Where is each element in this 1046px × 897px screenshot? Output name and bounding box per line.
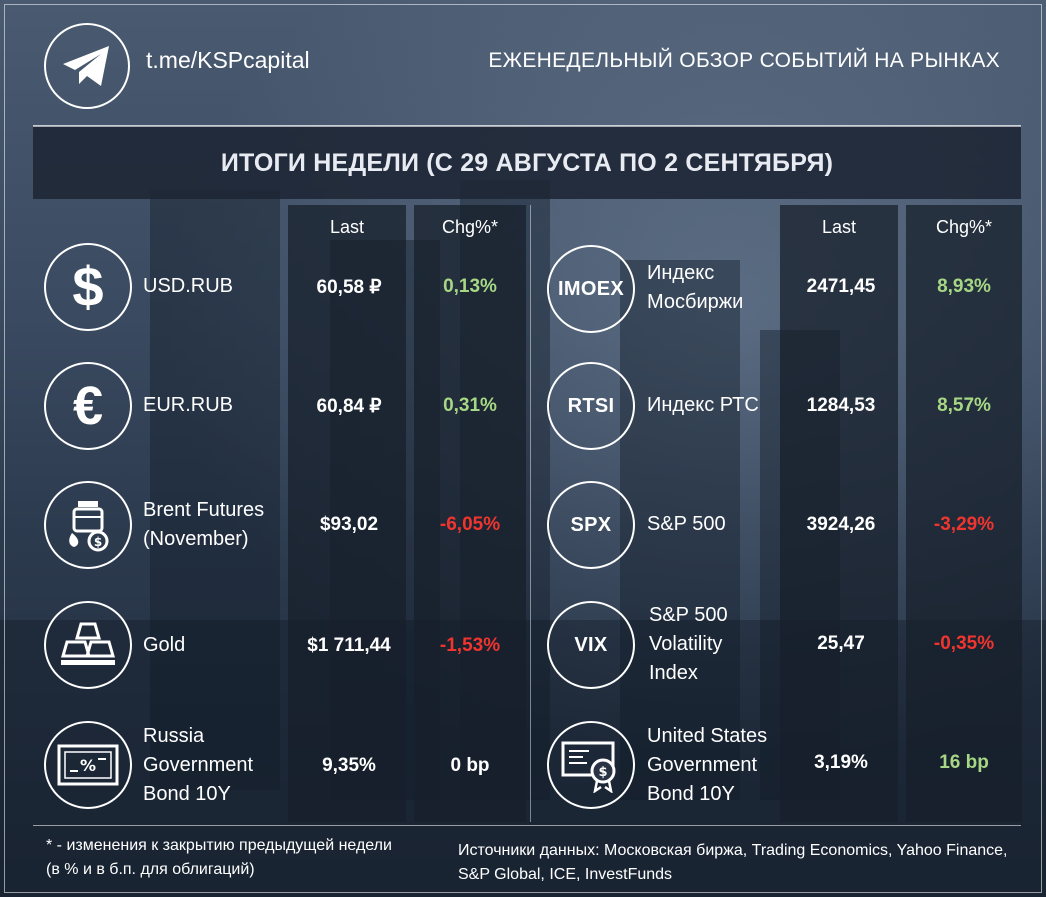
right-row-last: 25,47 (817, 633, 865, 654)
center-divider (530, 205, 531, 822)
gold-bars-icon (44, 601, 132, 689)
left-row-chg: 0,31% (443, 395, 497, 416)
left-chg-column (414, 205, 526, 822)
right-row-label: Индекс РТС (647, 394, 759, 416)
left-last-column (288, 205, 406, 822)
footnote-line: * - изменения к закрытию предыдущей неде… (46, 837, 392, 854)
bond-certificate-icon: % (44, 721, 132, 809)
title-banner: ИТОГИ НЕДЕЛИ (С 29 АВГУСТА ПО 2 СЕНТЯБРЯ… (33, 126, 1021, 199)
ticker-label: RTSI (567, 394, 615, 417)
telegram-link[interactable]: t.me/KSPcapital (146, 47, 310, 73)
sources-line: S&P Global, ICE, InvestFunds (458, 866, 673, 883)
header-divider (33, 125, 1021, 126)
footer-divider (33, 825, 1021, 826)
left-row-label: EUR.RUB (143, 394, 234, 416)
right-row-last: 1284,53 (806, 395, 876, 416)
right-row-last: 3,19% (814, 752, 868, 773)
right-row-label: S&P 500 Volatility Index (649, 604, 728, 684)
left-row-last: $1 711,44 (307, 635, 391, 656)
header-title: ЕЖЕНЕДЕЛЬНЫЙ ОБЗОР СОБЫТИЙ НА РЫНКАХ (488, 49, 1000, 72)
footnote: * - изменения к закрытию предыдущей неде… (46, 834, 392, 882)
ticker-label: IMOEX (558, 277, 624, 300)
left-chg-header: Chg%* (441, 217, 499, 237)
dollar-icon: $ (44, 243, 132, 331)
imoex-ticker-badge: IMOEX (547, 245, 635, 333)
euro-icon: € (44, 362, 132, 450)
right-row-label: Индекс Мосбиржи (647, 262, 744, 313)
sources-line: Источники данных: Московская биржа, Trad… (458, 842, 1008, 859)
telegram-icon[interactable] (44, 23, 130, 109)
banner-title: ИТОГИ НЕДЕЛИ (С 29 АВГУСТА ПО 2 СЕНТЯБРЯ… (220, 148, 834, 177)
right-row-chg: 16 bp (939, 752, 989, 773)
sources: Источники данных: Московская биржа, Trad… (458, 839, 1007, 887)
right-row-chg: 8,93% (937, 276, 991, 297)
left-row-last: 9,35% (322, 755, 376, 776)
left-row-label: USD.RUB (143, 275, 234, 297)
ticker-label: SPX (570, 513, 612, 536)
left-row-chg: -6,05% (439, 514, 501, 535)
right-chg-column (906, 205, 1022, 822)
svg-text:$: $ (598, 765, 607, 780)
skyline-building (150, 190, 280, 790)
left-row-last: 60,84 ₽ (316, 396, 382, 417)
right-last-column (780, 205, 898, 822)
left-row-last: 60,58 ₽ (316, 277, 382, 298)
left-row-chg: -1,53% (439, 635, 501, 656)
left-row-chg: 0 bp (450, 755, 490, 776)
left-row-label: Gold (143, 634, 186, 656)
right-row-chg: 8,57% (937, 395, 991, 416)
left-row-label: Brent Futures (November) (143, 499, 265, 550)
left-last-header: Last (329, 217, 365, 237)
right-row-last: 3924,26 (806, 514, 876, 535)
svg-text:%: % (80, 756, 96, 775)
right-row-label: United States Government Bond 10Y (647, 725, 768, 805)
ticker-label: VIX (574, 633, 608, 656)
oil-barrel-icon: $ (44, 481, 132, 569)
right-row-chg: -0,35% (933, 633, 995, 654)
rtsi-ticker-badge: RTSI (547, 362, 635, 450)
svg-text:$: $ (94, 535, 102, 549)
skyline-building (620, 260, 740, 800)
bond-certificate-seal-icon: $ (547, 721, 635, 809)
right-last-header: Last (821, 217, 857, 237)
left-row-last: $93,02 (319, 514, 379, 535)
right-row-chg: -3,29% (933, 514, 995, 535)
vix-ticker-badge: VIX (547, 601, 635, 689)
right-row-last: 2471,45 (806, 276, 876, 297)
left-row-label: Russia Government Bond 10Y (143, 725, 254, 805)
spx-ticker-badge: SPX (547, 481, 635, 569)
right-chg-header: Chg%* (935, 217, 993, 237)
footnote-line: (в % и в б.п. для облигаций) (46, 861, 255, 878)
right-row-label: S&P 500 (647, 513, 726, 535)
left-row-chg: 0,13% (443, 276, 497, 297)
